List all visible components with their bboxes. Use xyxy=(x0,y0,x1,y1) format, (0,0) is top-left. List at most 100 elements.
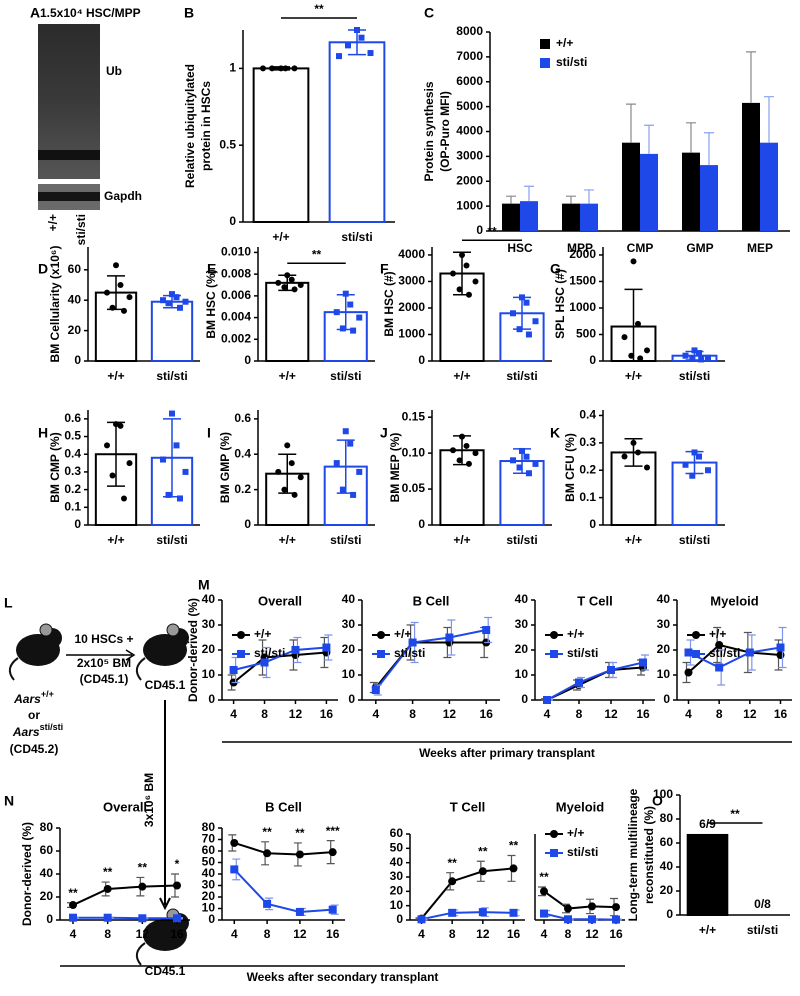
marker xyxy=(630,439,637,446)
marker xyxy=(69,901,77,910)
panel-label: B xyxy=(184,5,194,21)
x-tick-label: sti/sti xyxy=(506,369,537,383)
x-tick-label: sti/sti xyxy=(747,923,778,937)
marker xyxy=(295,907,304,916)
y-axis-label: BM CMP (%) xyxy=(48,432,62,502)
y-tick-label: 60 xyxy=(68,262,82,276)
y-tick-label: 0 xyxy=(208,692,215,706)
marker xyxy=(564,915,572,924)
marker xyxy=(356,468,363,475)
y-axis-label: Donor-derived (%) xyxy=(186,598,200,702)
band-label: Ub xyxy=(106,64,122,78)
donor-label: (CD45.2) xyxy=(10,742,59,756)
marker xyxy=(347,301,354,308)
marker xyxy=(635,449,641,456)
y-tick-label: 10 xyxy=(342,667,356,681)
marker xyxy=(291,286,298,293)
annotation: ** xyxy=(478,844,488,858)
y-tick-label: 40 xyxy=(657,592,671,606)
legend-marker xyxy=(237,631,245,639)
arrow xyxy=(159,700,171,911)
genotype: sti/sti xyxy=(40,722,64,732)
donor-label: Aars+/+ xyxy=(13,689,54,706)
marker xyxy=(263,899,272,908)
panel-title: Myeloid xyxy=(710,593,758,608)
x-tick-label: sti/sti xyxy=(156,369,187,383)
marker xyxy=(607,666,615,674)
marker xyxy=(295,850,304,859)
y-tick-label: 40 xyxy=(202,866,216,880)
x-tick-label: CMP xyxy=(627,241,654,255)
x-tick-label: 16 xyxy=(480,707,494,721)
marker xyxy=(173,294,180,301)
panel-title: Myeloid xyxy=(556,799,604,814)
y-tick-label: 0.05 xyxy=(402,481,426,495)
panel-label: L xyxy=(4,595,13,611)
x-tick-label: 12 xyxy=(743,707,757,721)
y-tick-label: 4000 xyxy=(398,247,425,261)
marker xyxy=(291,65,298,72)
donor-label: or xyxy=(28,708,40,722)
legend-marker xyxy=(692,631,700,639)
legend-label: +/+ xyxy=(254,627,271,641)
marker xyxy=(109,304,116,311)
marker xyxy=(635,320,641,327)
legend-label: +/+ xyxy=(567,627,584,641)
marker xyxy=(269,65,275,72)
legend-label: sti/sti xyxy=(567,646,598,660)
annotation: ** xyxy=(295,826,305,840)
marker xyxy=(644,464,650,471)
y-tick-label: 20 xyxy=(390,884,404,898)
transfer-label: 10 HSCs + xyxy=(74,632,133,646)
error-bar xyxy=(524,185,534,202)
error-bar xyxy=(626,103,636,143)
significance-label: ** xyxy=(730,807,740,821)
marker xyxy=(532,460,539,467)
annotation: ** xyxy=(68,886,78,900)
bar xyxy=(150,300,194,362)
y-axis-label: (OP-Puro MFI) xyxy=(438,91,452,172)
x-tick-label: 8 xyxy=(449,927,456,941)
y-tick-label: 1000 xyxy=(569,300,596,314)
x-tick-label: MEP xyxy=(747,241,773,255)
error-bar xyxy=(584,189,594,204)
marker xyxy=(69,913,77,922)
error-bar xyxy=(644,124,654,154)
marker xyxy=(356,314,363,321)
marker xyxy=(117,422,124,429)
marker xyxy=(408,638,417,647)
marker xyxy=(358,34,365,41)
y-tick-label: 0.5 xyxy=(64,429,81,443)
marker xyxy=(104,289,110,296)
lane-label: +/+ xyxy=(46,214,60,231)
legend-label: sti/sti xyxy=(254,646,285,660)
significance-label: ** xyxy=(312,247,322,261)
marker xyxy=(698,356,705,363)
bar xyxy=(682,152,700,231)
legend-marker xyxy=(550,650,558,658)
marker xyxy=(260,65,266,72)
panel-title: B Cell xyxy=(265,799,302,814)
y-tick-label: 10 xyxy=(515,667,529,681)
marker xyxy=(176,495,183,502)
x-tick-label: 12 xyxy=(289,707,303,721)
mouse-icon xyxy=(8,623,62,681)
bar xyxy=(562,203,580,231)
y-tick-label: 30 xyxy=(515,617,529,631)
x-tick-label: sti/sti xyxy=(330,369,361,383)
legend-label: sti/sti xyxy=(567,845,598,859)
y-tick-label: 8000 xyxy=(456,24,483,38)
y-axis-label: BM HSC (%) xyxy=(204,269,218,338)
panel-label: A xyxy=(30,5,40,21)
legend-marker xyxy=(550,631,558,639)
y-tick-label: 0.6 xyxy=(234,411,251,425)
y-tick-label: 60 xyxy=(40,843,54,857)
marker xyxy=(176,304,183,311)
marker xyxy=(173,442,180,449)
x-tick-label: 16 xyxy=(774,707,788,721)
marker xyxy=(288,276,295,283)
marker xyxy=(637,355,644,362)
y-tick-label: 0 xyxy=(396,912,403,926)
series-line xyxy=(546,666,644,701)
y-tick-label: 10 xyxy=(390,898,404,912)
